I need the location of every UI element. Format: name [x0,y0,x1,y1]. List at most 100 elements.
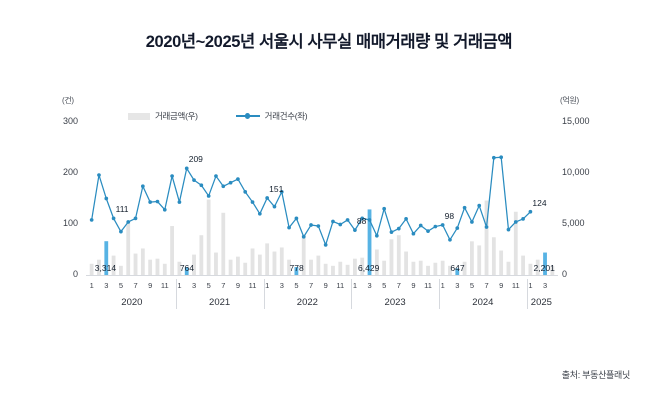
x-axis-group-separator [351,279,353,309]
bar [411,261,416,275]
data-point [243,190,248,194]
x-axis-year-label: 2024 [472,297,494,308]
bar [470,241,474,275]
data-point [236,177,240,181]
bar [170,226,174,275]
bar [199,235,204,275]
data-point [170,174,174,178]
bar [206,199,211,275]
legend-label-count: 거래건수(좌) [264,111,308,121]
left-axis-unit: (건) [62,96,74,105]
data-point [491,155,496,160]
data-point [192,178,196,182]
bar-highlighted [294,267,299,275]
line-data-label: 124 [532,197,547,208]
data-point [301,234,306,239]
bar [133,253,138,275]
x-axis-month-tick: 3 [455,281,460,290]
x-axis-month-tick: 7 [133,281,138,290]
data-point [521,217,525,221]
x-axis-month-tick: 7 [221,281,226,290]
data-point [257,211,262,216]
x-axis-month-tick: 11 [160,281,169,290]
x-axis-month-tick: 9 [499,281,504,290]
bar [491,237,496,275]
bar [287,259,291,275]
bar [214,252,218,275]
x-axis-month-tick: 3 [279,281,284,290]
legend-label-amount: 거래금액(우) [155,111,198,121]
x-axis-month-tick: 1 [440,281,445,290]
bar [331,265,335,275]
data-point [374,233,379,238]
bar [389,239,394,275]
data-point [418,223,423,228]
data-point [206,194,211,198]
data-point [389,230,394,235]
data-point [162,207,167,212]
bar [279,247,284,275]
bar-highlighted [104,241,109,275]
y-axis-tick-right: 10,000 [562,167,590,177]
bar [140,248,145,275]
bar [396,235,401,275]
bar [257,254,262,275]
data-point [126,220,131,224]
bar [250,248,255,275]
x-axis-group-separator [263,279,265,309]
bar [345,264,350,275]
x-axis-month-tick: 5 [118,281,123,290]
bar [521,255,525,275]
x-axis-group-separator [526,279,528,309]
data-point [155,199,160,204]
data-point [199,183,204,188]
x-axis-year-label: 2020 [121,297,143,308]
data-point [331,219,335,224]
data-point [448,237,452,242]
bar [426,265,430,275]
bar [535,259,540,275]
x-axis-month-tick: 3 [104,281,109,290]
x-axis-month-tick: 1 [265,281,270,290]
bar [272,251,277,275]
y-axis-tick-right: 0 [562,269,568,279]
data-point [396,226,401,231]
y-axis-tick-left: 200 [62,167,78,177]
bar [111,255,116,275]
y-axis-tick-left: 100 [62,218,78,228]
x-axis-month-tick: 7 [396,281,401,290]
source-note: 출처: 부동산플래닛 [561,370,631,380]
bar-highlighted [184,267,189,275]
data-point [382,206,387,211]
x-axis-group-separator [175,279,177,309]
bar [265,243,270,275]
chart-legend: 거래금액(우) 거래건수(좌) [128,110,308,122]
bar [353,258,357,275]
x-axis-month-tick: 9 [235,281,240,290]
bar [323,263,328,275]
data-point [345,218,350,222]
bar [360,257,365,275]
bar-data-label: 3,314 [94,263,117,273]
data-point [294,216,299,221]
data-point [477,203,482,208]
x-axis-month-tick: 1 [352,281,357,290]
bar [221,212,226,275]
data-point [513,220,518,224]
x-axis-year-label: 2023 [384,297,406,308]
line-swatch-icon [235,112,260,120]
y-axis-tick-right: 15,000 [562,116,590,126]
bar [528,263,533,275]
data-point [177,200,182,204]
data-point [470,220,474,224]
data-point [499,155,504,160]
data-point [426,229,430,233]
bar-swatch-icon [128,112,150,120]
x-axis-month-tick: 11 [248,281,257,290]
y-axis-tick-right: 5,000 [562,218,585,228]
data-point [265,196,270,200]
data-point [89,218,94,222]
data-point [411,231,416,236]
bar [192,254,196,275]
